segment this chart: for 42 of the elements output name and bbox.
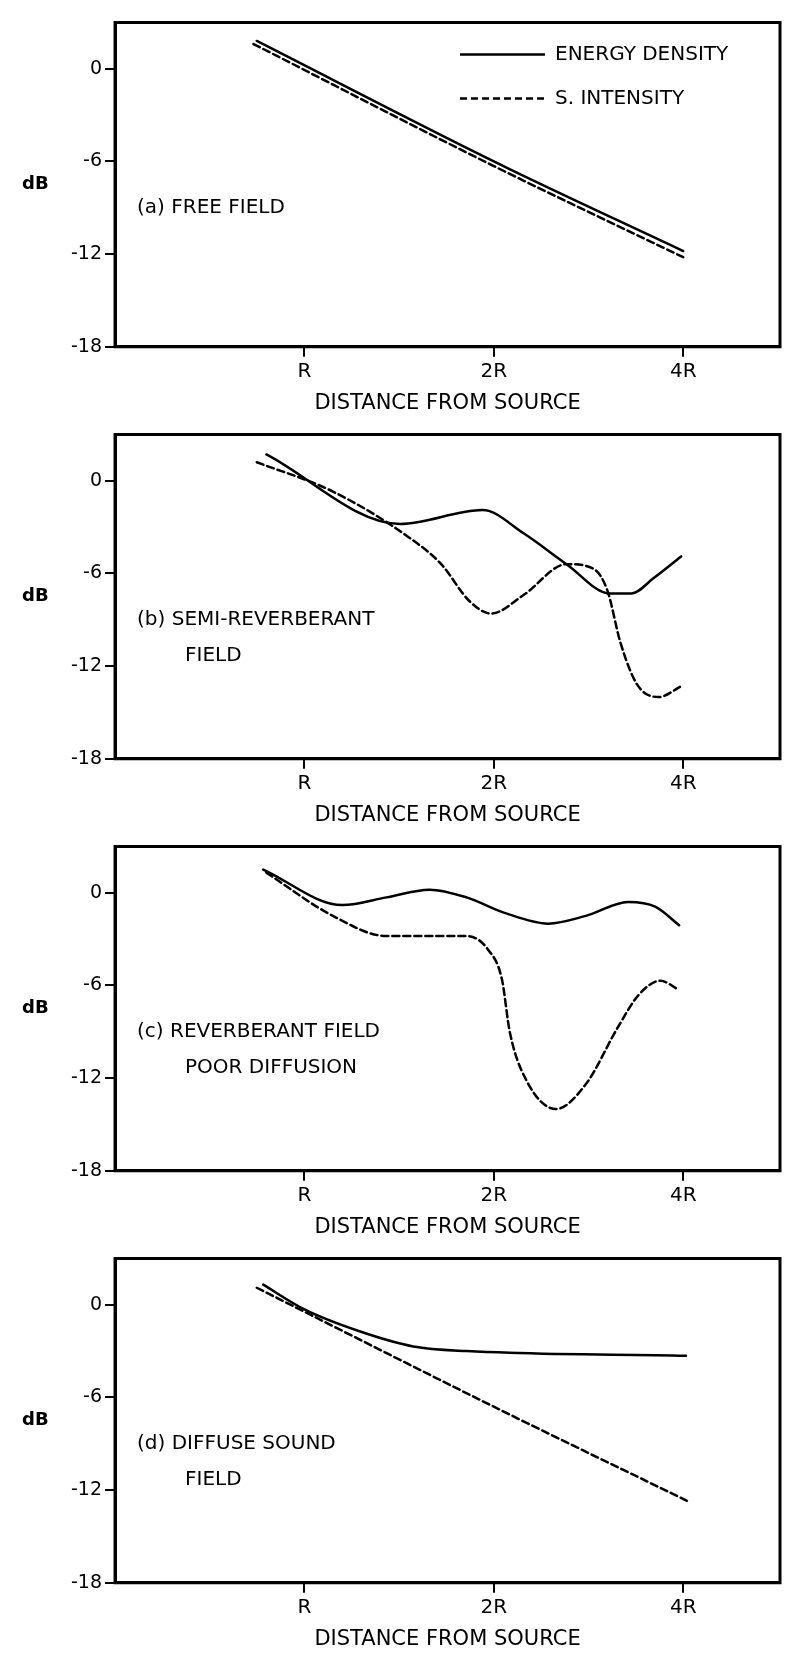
x-tick-label: 4R bbox=[669, 770, 697, 794]
x-axis-title: DISTANCE FROM SOURCE bbox=[314, 1213, 581, 1238]
y-tick-label: 0 bbox=[89, 55, 103, 78]
y-tick-label: 0 bbox=[89, 879, 103, 902]
y-axis-title: dB bbox=[22, 1408, 49, 1430]
y-tick-label: -6 bbox=[83, 560, 103, 583]
x-tick-label: R bbox=[297, 358, 312, 382]
y-tick-label: -12 bbox=[70, 241, 103, 264]
y-tick-label: -18 bbox=[70, 1157, 103, 1180]
x-tick-label: R bbox=[297, 1594, 312, 1618]
y-tick-label: -12 bbox=[70, 1477, 103, 1500]
x-tick-label: R bbox=[297, 1182, 312, 1206]
y-tick-label: -6 bbox=[83, 972, 103, 995]
x-tick-label: 4R bbox=[669, 1182, 697, 1206]
y-tick-label: -6 bbox=[83, 148, 103, 171]
y-axis-title: dB bbox=[22, 584, 49, 606]
y-tick-label: -18 bbox=[70, 745, 103, 768]
y-tick-label: 0 bbox=[89, 1291, 103, 1314]
y-tick-label: -18 bbox=[70, 1569, 103, 1592]
annotation: (a) FREE FIELD bbox=[137, 193, 285, 218]
annotation: (d) DIFFUSE SOUND FIELD bbox=[137, 1429, 336, 1490]
x-tick-label: 2R bbox=[480, 1594, 508, 1618]
x-axis-title: DISTANCE FROM SOURCE bbox=[314, 389, 581, 414]
y-axis-title: dB bbox=[22, 172, 49, 194]
x-tick-label: 2R bbox=[480, 770, 508, 794]
x-tick-label: 2R bbox=[480, 1182, 508, 1206]
y-tick-label: 0 bbox=[89, 467, 103, 490]
y-tick-label: -12 bbox=[70, 1065, 103, 1088]
legend-label: ENERGY DENSITY bbox=[555, 40, 730, 65]
y-tick-label: -18 bbox=[70, 333, 103, 356]
x-tick-label: R bbox=[297, 770, 312, 794]
annotation: (c) REVERBERANT FIELD POOR DIFFUSION bbox=[137, 1017, 380, 1078]
legend-label: S. INTENSITY bbox=[555, 84, 685, 109]
x-tick-label: 4R bbox=[669, 1594, 697, 1618]
x-tick-label: 2R bbox=[480, 358, 508, 382]
y-tick-label: -12 bbox=[70, 653, 103, 676]
x-axis-title: DISTANCE FROM SOURCE bbox=[314, 801, 581, 826]
y-axis-title: dB bbox=[22, 996, 49, 1018]
y-tick-label: -6 bbox=[83, 1384, 103, 1407]
x-axis-title: DISTANCE FROM SOURCE bbox=[314, 1625, 581, 1650]
annotation: (b) SEMI-REVERBERANT FIELD bbox=[137, 605, 376, 666]
x-tick-label: 4R bbox=[669, 358, 697, 382]
